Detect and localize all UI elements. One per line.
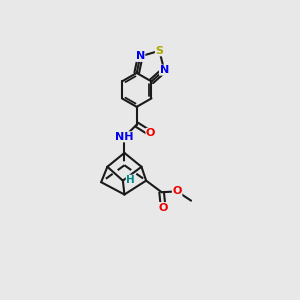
Text: N: N [136, 51, 145, 62]
Text: H: H [126, 175, 135, 185]
Text: N: N [160, 65, 169, 75]
Text: S: S [155, 46, 164, 56]
Text: O: O [172, 186, 182, 197]
Text: O: O [158, 202, 168, 213]
Text: O: O [146, 128, 155, 138]
Text: NH: NH [115, 132, 134, 142]
